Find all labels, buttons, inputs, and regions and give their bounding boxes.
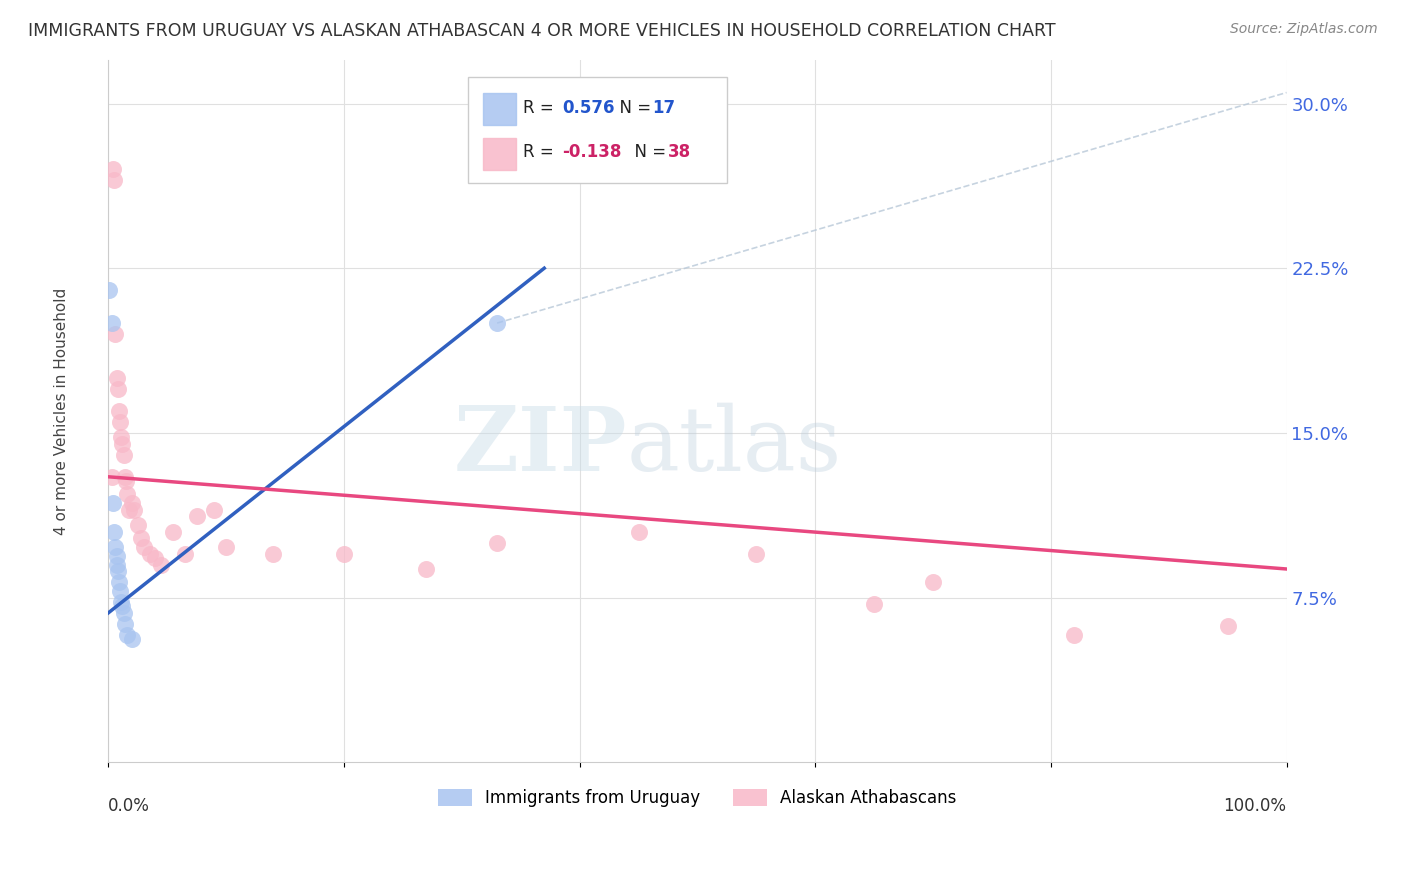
Point bbox=[104, 540, 127, 554]
Text: N =: N = bbox=[609, 98, 657, 117]
Point bbox=[186, 509, 208, 524]
Text: -0.138: -0.138 bbox=[562, 144, 621, 161]
Text: 0.0%: 0.0% bbox=[108, 797, 150, 815]
Point bbox=[145, 551, 167, 566]
Point bbox=[103, 524, 125, 539]
Point bbox=[262, 547, 284, 561]
Text: Source: ZipAtlas.com: Source: ZipAtlas.com bbox=[1230, 22, 1378, 37]
Bar bbox=[484, 138, 516, 169]
Point bbox=[108, 404, 131, 418]
Point bbox=[108, 415, 131, 429]
Legend: Immigrants from Uruguay, Alaskan Athabascans: Immigrants from Uruguay, Alaskan Athabas… bbox=[432, 782, 963, 814]
Point bbox=[101, 316, 124, 330]
Point bbox=[745, 547, 768, 561]
Point bbox=[122, 502, 145, 516]
Point bbox=[333, 547, 356, 561]
Point bbox=[922, 575, 945, 590]
Point bbox=[110, 595, 132, 609]
Point bbox=[132, 540, 155, 554]
Text: 0.576: 0.576 bbox=[562, 98, 614, 117]
Point bbox=[138, 547, 160, 561]
Point bbox=[486, 316, 509, 330]
Text: IMMIGRANTS FROM URUGUAY VS ALASKAN ATHABASCAN 4 OR MORE VEHICLES IN HOUSEHOLD CO: IMMIGRANTS FROM URUGUAY VS ALASKAN ATHAB… bbox=[28, 22, 1056, 40]
Point bbox=[101, 470, 124, 484]
Text: 4 or more Vehicles in Household: 4 or more Vehicles in Household bbox=[53, 287, 69, 534]
Point bbox=[118, 502, 141, 516]
Point bbox=[98, 283, 121, 297]
Point bbox=[107, 382, 129, 396]
Point bbox=[105, 549, 128, 563]
Point bbox=[108, 584, 131, 599]
Point bbox=[162, 524, 184, 539]
Text: 38: 38 bbox=[668, 144, 692, 161]
Point bbox=[415, 562, 437, 576]
Point bbox=[104, 327, 127, 342]
Point bbox=[108, 575, 131, 590]
Point bbox=[105, 558, 128, 572]
Point bbox=[202, 502, 225, 516]
Point bbox=[101, 496, 124, 510]
Bar bbox=[484, 94, 516, 125]
Point bbox=[107, 564, 129, 578]
Point bbox=[215, 540, 238, 554]
Text: atlas: atlas bbox=[627, 402, 842, 490]
Point bbox=[101, 162, 124, 177]
Point bbox=[1063, 628, 1085, 642]
Point bbox=[150, 558, 173, 572]
Point bbox=[115, 474, 138, 488]
Point bbox=[112, 448, 135, 462]
Point bbox=[1216, 619, 1239, 633]
Point bbox=[111, 599, 134, 614]
Point bbox=[121, 496, 143, 510]
Point bbox=[486, 535, 509, 549]
Text: N =: N = bbox=[624, 144, 672, 161]
Text: 100.0%: 100.0% bbox=[1223, 797, 1286, 815]
Point bbox=[111, 437, 134, 451]
Point bbox=[105, 371, 128, 385]
Point bbox=[173, 547, 195, 561]
Point bbox=[627, 524, 650, 539]
Point bbox=[114, 616, 136, 631]
Point bbox=[103, 173, 125, 187]
Point bbox=[115, 487, 138, 501]
Point bbox=[115, 628, 138, 642]
Point bbox=[121, 632, 143, 647]
Point bbox=[110, 430, 132, 444]
Point bbox=[127, 518, 149, 533]
Text: R =: R = bbox=[523, 98, 560, 117]
Point bbox=[114, 470, 136, 484]
Point bbox=[129, 531, 152, 545]
Text: R =: R = bbox=[523, 144, 560, 161]
Text: 17: 17 bbox=[652, 98, 676, 117]
Point bbox=[112, 606, 135, 620]
Point bbox=[863, 597, 886, 611]
Text: ZIP: ZIP bbox=[453, 402, 627, 490]
FancyBboxPatch shape bbox=[468, 78, 727, 183]
